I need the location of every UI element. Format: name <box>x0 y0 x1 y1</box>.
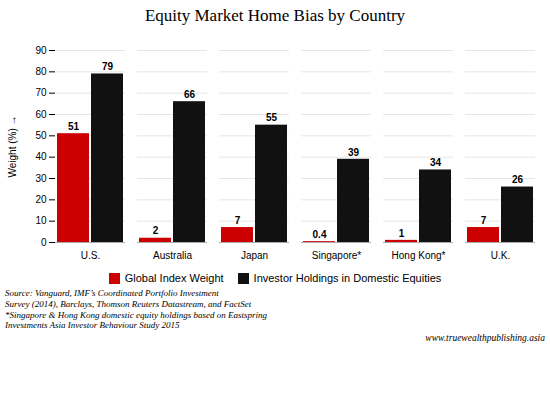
html-text:Global Index Weight: Global Index Weight <box>124 272 224 284</box>
svg-text:66: 66 <box>184 89 196 100</box>
html-text:Source: Vanguard, IMF’s Coordi: Source: Vanguard, IMF’s Coordinated Port… <box>5 288 267 331</box>
svg-text:2: 2 <box>153 225 159 236</box>
svg-text:80: 80 <box>35 66 47 77</box>
svg-text:Singapore*: Singapore* <box>312 250 362 261</box>
svg-text:1: 1 <box>399 228 405 239</box>
svg-text:79: 79 <box>102 61 114 72</box>
svg-text:Hong Kong*: Hong Kong* <box>392 250 446 261</box>
svg-text:10: 10 <box>35 215 47 226</box>
svg-text:Australia: Australia <box>153 250 192 261</box>
svg-text:Japan: Japan <box>241 250 268 261</box>
svg-text:U.K.: U.K. <box>491 250 510 261</box>
html-text:Investor Holdings in Domestic: Investor Holdings in Domestic Equities <box>253 272 442 284</box>
svg-text:U.S.: U.S. <box>81 250 100 261</box>
svg-text:7: 7 <box>481 215 487 226</box>
html-text:Equity Market Home Bias by Cou: Equity Market Home Bias by Country <box>144 6 406 25</box>
svg-text:Weight (%) →: Weight (%) → <box>7 115 18 177</box>
svg-text:60: 60 <box>35 109 47 120</box>
svg-text:26: 26 <box>512 174 524 185</box>
svg-text:34: 34 <box>430 157 442 168</box>
svg-text:30: 30 <box>35 173 47 184</box>
svg-text:90: 90 <box>35 45 47 56</box>
svg-text:51: 51 <box>68 121 80 132</box>
svg-text:7: 7 <box>235 215 241 226</box>
svg-text:0: 0 <box>41 237 47 248</box>
svg-text:55: 55 <box>266 112 278 123</box>
svg-text:50: 50 <box>35 130 47 141</box>
svg-text:20: 20 <box>35 194 47 205</box>
svg-text:0.4: 0.4 <box>313 229 327 240</box>
svg-text:40: 40 <box>35 151 47 162</box>
svg-text:39: 39 <box>348 147 360 158</box>
svg-text:70: 70 <box>35 87 47 98</box>
html-text:www.truewealthpublishing.asia: www.truewealthpublishing.asia <box>425 333 545 344</box>
